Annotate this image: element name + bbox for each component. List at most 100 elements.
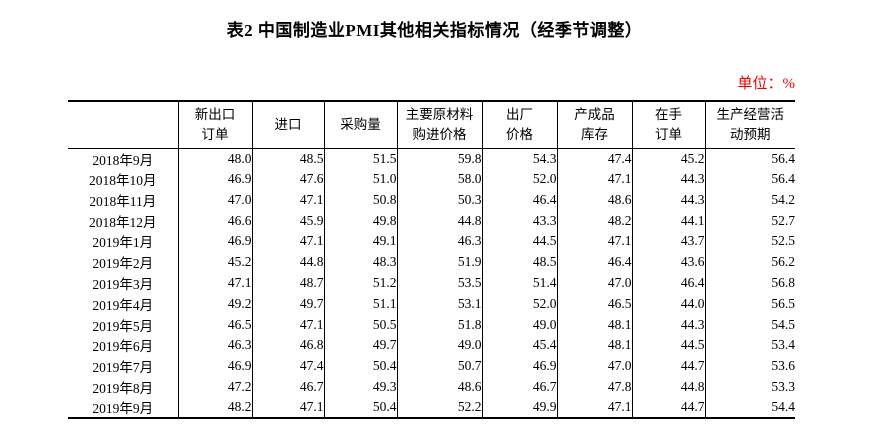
pmi-value-cell: 48.2 <box>556 210 632 232</box>
pmi-value-cell: 46.5 <box>177 314 252 335</box>
row-label: 2019年1月 <box>92 235 154 251</box>
pmi-value-cell: 48.2 <box>177 397 252 419</box>
pmi-value-cell: 45.4 <box>481 334 557 356</box>
row-label: 2019年2月 <box>92 256 154 272</box>
pmi-value-cell: 51.5 <box>323 148 397 169</box>
pmi-value-cell: 49.0 <box>396 334 482 356</box>
pmi-value-cell: 46.5 <box>556 293 632 315</box>
pmi-value-cell: 49.7 <box>251 293 324 315</box>
pmi-value-cell: 47.1 <box>177 272 252 294</box>
pmi-value-cell: 46.7 <box>251 376 324 398</box>
pmi-value-cell: 48.5 <box>481 251 557 273</box>
pmi-value-cell: 47.2 <box>177 376 252 398</box>
column-header: 出厂 价格 <box>481 101 557 149</box>
pmi-value-cell: 50.4 <box>323 397 397 419</box>
pmi-value-cell: 54.3 <box>481 148 557 169</box>
pmi-value-cell: 46.4 <box>631 272 705 294</box>
pmi-value-cell: 53.5 <box>396 272 482 294</box>
pmi-value-cell: 52.0 <box>481 293 557 315</box>
pmi-value-cell: 47.1 <box>556 231 632 252</box>
row-label: 2019年6月 <box>92 339 154 355</box>
pmi-value-cell: 44.8 <box>396 210 482 232</box>
table-row: 2019年7月 46.9 47.4 50.4 50.7 46.9 47.0 44.7 53.6 <box>68 355 795 377</box>
table-row: 2018年9月 48.0 48.5 51.5 59.8 54.3 47.4 45.2 56.4 <box>68 148 795 169</box>
pmi-value-cell: 44.3 <box>631 314 705 335</box>
pmi-value-cell: 47.1 <box>251 231 324 252</box>
pmi-value-cell: 56.5 <box>704 293 795 315</box>
pmi-value-cell: 47.1 <box>251 189 324 211</box>
row-label: 2019年9月 <box>92 401 154 417</box>
pmi-value-cell: 44.0 <box>631 293 705 315</box>
table-row: 2018年11月 47.0 47.1 50.8 50.3 46.4 48.6 44.3 54.2 <box>68 189 795 211</box>
pmi-value-cell: 43.3 <box>481 210 557 232</box>
pmi-value-cell: 46.8 <box>251 334 324 356</box>
pmi-value-cell: 48.1 <box>556 334 632 356</box>
pmi-value-cell: 48.1 <box>556 314 632 335</box>
pmi-value-cell: 46.3 <box>396 231 482 252</box>
pmi-value-cell: 46.7 <box>481 376 557 398</box>
pmi-value-cell: 46.9 <box>177 355 252 377</box>
pmi-value-cell: 47.0 <box>177 189 252 211</box>
pmi-indicators-table: 新出口 订单 进口 采购量 主要原材料 购进价格 出厂 价格 产成品 库存 在手 订单 生产经… <box>68 100 795 420</box>
pmi-value-cell: 49.1 <box>323 231 397 252</box>
pmi-value-cell: 59.8 <box>396 148 482 169</box>
pmi-value-cell: 50.7 <box>396 355 482 377</box>
pmi-value-cell: 46.4 <box>481 189 557 211</box>
pmi-value-cell: 49.9 <box>481 397 557 419</box>
table-row: 2019年8月 47.2 46.7 49.3 48.6 46.7 47.8 44.8 53.3 <box>68 376 795 398</box>
pmi-value-cell: 45.2 <box>177 251 252 273</box>
pmi-value-cell: 47.4 <box>556 148 632 169</box>
pmi-value-cell: 47.1 <box>556 397 632 419</box>
pmi-value-cell: 47.0 <box>556 355 632 377</box>
row-label: 2019年5月 <box>92 318 154 334</box>
pmi-value-cell: 53.3 <box>704 376 795 398</box>
table-row: 2019年3月 47.1 48.7 51.2 53.5 51.4 47.0 46.4 56.8 <box>68 272 795 294</box>
page-title: 表2 中国制造业PMI其他相关指标情况（经季节调整） <box>226 21 643 40</box>
pmi-value-cell: 56.4 <box>704 168 795 190</box>
column-header: 新出口 订单 <box>177 101 252 149</box>
pmi-value-cell: 46.9 <box>177 168 252 190</box>
pmi-value-cell: 54.2 <box>704 189 795 211</box>
pmi-value-cell: 51.8 <box>396 314 482 335</box>
row-label: 2018年9月 <box>92 152 154 168</box>
column-header: 产成品 库存 <box>556 101 632 149</box>
unit-label: 单位：% <box>737 76 796 92</box>
pmi-value-cell: 46.9 <box>481 355 557 377</box>
pmi-value-cell: 58.0 <box>396 168 482 190</box>
pmi-value-cell: 44.7 <box>631 355 705 377</box>
row-label: 2019年4月 <box>92 297 154 313</box>
pmi-value-cell: 56.8 <box>704 272 795 294</box>
pmi-value-cell: 51.9 <box>396 251 482 273</box>
pmi-value-cell: 52.7 <box>704 210 795 232</box>
row-label: 2019年8月 <box>92 380 154 396</box>
table-header: 新出口 订单 进口 采购量 主要原材料 购进价格 出厂 价格 产成品 库存 在手 订单 生产经… <box>68 101 795 149</box>
pmi-value-cell: 49.0 <box>481 314 557 335</box>
pmi-value-cell: 44.8 <box>631 376 705 398</box>
table-row: 2019年2月 45.2 44.8 48.3 51.9 48.5 46.4 43.6 56.2 <box>68 251 795 273</box>
table-row: 2019年1月 46.9 47.1 49.1 46.3 44.5 47.1 43.7 52.5 <box>68 231 795 252</box>
table-row: 2019年5月 46.5 47.1 50.5 51.8 49.0 48.1 44.3 54.5 <box>68 314 795 335</box>
pmi-value-cell: 52.0 <box>481 168 557 190</box>
pmi-value-cell: 44.5 <box>631 334 705 356</box>
pmi-value-cell: 50.4 <box>323 355 397 377</box>
pmi-value-cell: 51.1 <box>323 293 397 315</box>
pmi-value-cell: 46.4 <box>556 251 632 273</box>
pmi-value-cell: 53.1 <box>396 293 482 315</box>
pmi-value-cell: 54.5 <box>704 314 795 335</box>
pmi-value-cell: 49.2 <box>177 293 252 315</box>
row-label: 2018年10月 <box>89 173 157 189</box>
pmi-value-cell: 47.1 <box>251 397 324 419</box>
column-header: 在手 订单 <box>631 101 705 149</box>
column-header: 生产经营活 动预期 <box>704 101 795 149</box>
pmi-value-cell: 44.1 <box>631 210 705 232</box>
pmi-value-cell: 48.5 <box>251 148 324 169</box>
pmi-value-cell: 43.7 <box>631 231 705 252</box>
pmi-value-cell: 50.3 <box>396 189 482 211</box>
table-row: 2019年4月 49.2 49.7 51.1 53.1 52.0 46.5 44.0 56.5 <box>68 293 795 315</box>
pmi-table-container: 新出口 订单 进口 采购量 主要原材料 购进价格 出厂 价格 产成品 库存 在手 订单 生产经… <box>68 100 795 420</box>
pmi-value-cell: 48.7 <box>251 272 324 294</box>
pmi-value-cell: 50.5 <box>323 314 397 335</box>
pmi-value-cell: 45.9 <box>251 210 324 232</box>
corner-cell <box>68 101 178 149</box>
